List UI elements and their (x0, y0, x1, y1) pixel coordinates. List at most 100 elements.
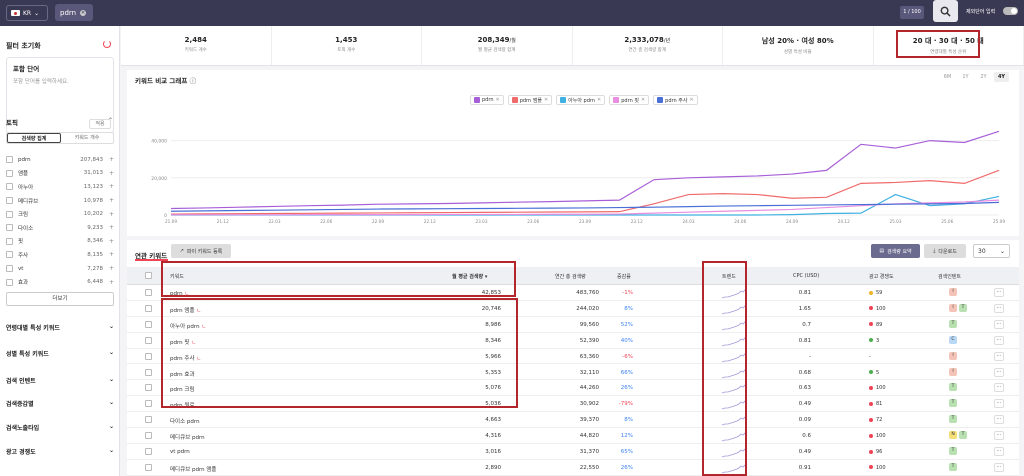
apply-button[interactable]: 적용 (89, 119, 111, 129)
table-row[interactable]: 다이소 pdrn 4,663 39,370 8% 0.09 72 T ⋯ (127, 412, 1019, 429)
close-icon[interactable]: ✕ (495, 97, 500, 103)
plus-icon[interactable]: + (108, 169, 114, 177)
summary-button[interactable]: ▤ 검색량 요약 (871, 244, 920, 258)
legend-item[interactable]: pdrn ✕ (470, 95, 504, 105)
include-input[interactable]: 포함 단어를 입력하세요. (13, 79, 69, 85)
more-options-button[interactable]: ⋯ (994, 288, 1004, 297)
close-icon[interactable]: ✕ (80, 9, 87, 16)
header-monthly[interactable]: 월 평균 검색량 ▾ (452, 274, 488, 280)
more-options-button[interactable]: ⋯ (994, 335, 1004, 345)
reset-icon[interactable] (103, 40, 111, 48)
topic-item[interactable]: vt 7,278 + (6, 262, 114, 276)
filter-reset-title[interactable]: 필터 초기화 (6, 42, 41, 50)
plus-icon[interactable]: + (108, 210, 114, 218)
keyword-cell[interactable]: vt pdrn (170, 449, 190, 455)
keyword-cell[interactable]: pdrn 효과 (170, 371, 195, 378)
accordion-section[interactable]: 검색증감별 ⌄ (6, 399, 114, 408)
topic-item[interactable]: 앰플 31,013 + (6, 167, 114, 181)
more-button[interactable]: 더보기 (6, 292, 114, 306)
accordion-section[interactable]: 성별 특성 키워드 ⌄ (6, 349, 114, 358)
plus-icon[interactable]: + (108, 183, 114, 191)
plus-icon[interactable]: + (108, 156, 114, 164)
select-all-checkbox[interactable] (145, 272, 152, 279)
keyword-cell[interactable]: pdrn ㄴ (170, 291, 190, 297)
topic-checkbox[interactable] (6, 156, 13, 164)
close-icon[interactable]: ✕ (597, 97, 602, 103)
table-row[interactable]: pdrn ㄴ 42,853 483,760 -1% 0.81 59 I ⋯ (127, 285, 1019, 301)
plus-icon[interactable]: + (108, 278, 114, 286)
topic-item[interactable]: 메디큐브 10,978 + (6, 194, 114, 208)
legend-item[interactable]: pdrn 앰플 ✕ (507, 95, 553, 105)
range-1y[interactable]: 1Y (962, 74, 969, 80)
header-yearly[interactable]: 연간 총 검색량 (555, 274, 586, 280)
more-options-button[interactable]: ⋯ (994, 399, 1004, 409)
table-row[interactable]: 아누아 pdrn ㄴ 8,986 99,560 52% 0.7 89 T ⋯ (127, 317, 1019, 333)
legend-item[interactable]: pdrn 핏 ✕ (609, 95, 650, 105)
table-row[interactable]: pdrn 주사 ㄴ 5,966 63,360 -6% - - I ⋯ (127, 349, 1019, 365)
range-2y[interactable]: 2Y (980, 74, 987, 80)
chevron-up-icon[interactable]: ⌃ (108, 117, 114, 124)
topic-checkbox[interactable] (6, 210, 13, 218)
keyword-cell[interactable]: pdrn 앰플 ㄴ (170, 307, 202, 314)
row-checkbox[interactable] (145, 384, 152, 392)
query-chip[interactable]: pdrn ✕ (55, 4, 93, 21)
more-options-button[interactable]: ⋯ (994, 303, 1004, 313)
legend-item[interactable]: 아누아 pdrn ✕ (556, 95, 606, 105)
close-icon[interactable]: ✕ (640, 97, 646, 103)
table-row[interactable]: pdrn 앰플 ㄴ 20,746 244,020 8% 1.65 100 I T ⋯ (127, 301, 1019, 317)
plus-icon[interactable]: + (108, 251, 114, 259)
accordion-section[interactable]: 검색노출타입 ⌄ (6, 423, 114, 432)
table-row[interactable]: 메디큐브 pdrn 4,316 44,820 12% 0.6 100 N T ⋯ (127, 428, 1019, 444)
topic-item[interactable]: 주사 8,135 + (6, 248, 114, 262)
close-icon[interactable]: ✕ (689, 97, 694, 103)
plus-icon[interactable]: + (108, 265, 114, 273)
more-options-button[interactable]: ⋯ (994, 447, 1004, 456)
accordion-section[interactable]: 광고 경쟁도 ⌄ (6, 447, 114, 456)
topic-checkbox[interactable] (6, 169, 13, 177)
table-row[interactable]: vt pdrn 3,016 31,370 65% 0.49 96 T ⋯ (127, 444, 1019, 460)
topic-checkbox[interactable] (6, 251, 13, 259)
row-checkbox[interactable] (145, 416, 152, 424)
topic-item[interactable]: pdrn 207,843 + (6, 153, 114, 167)
keyword-cell[interactable]: 메디큐브 pdrn (170, 435, 205, 442)
table-row[interactable]: pdrn 크림 5,076 44,260 26% 0.63 100 T ⋯ (127, 380, 1019, 397)
topic-item[interactable]: 크림 10,202 + (6, 207, 114, 221)
topic-checkbox[interactable] (6, 224, 13, 232)
close-icon[interactable]: ✕ (543, 97, 549, 103)
keyword-cell[interactable]: pdrn 크림 (170, 387, 195, 394)
keyword-cell[interactable]: 메디큐브 pdrn 앰플 (170, 466, 217, 473)
more-options-button[interactable]: ⋯ (994, 319, 1004, 329)
header-change[interactable]: 증감률 (617, 274, 631, 280)
row-checkbox[interactable] (145, 320, 152, 328)
topic-item[interactable]: 다이소 9,233 + (6, 221, 114, 235)
topic-checkbox[interactable] (6, 183, 13, 191)
more-options-button[interactable]: ⋯ (994, 367, 1004, 377)
topic-checkbox[interactable] (6, 197, 13, 205)
range-6m[interactable]: 6M (943, 74, 952, 80)
row-checkbox[interactable] (145, 400, 152, 408)
search-button[interactable] (933, 0, 958, 22)
table-row[interactable]: 메디큐브 pdrn 앰플 2,890 22,550 26% 0.91 100 T ⋯ (127, 460, 1019, 476)
row-checkbox[interactable] (145, 463, 152, 471)
country-select[interactable]: KR ⌄ (6, 5, 48, 21)
download-button[interactable]: ⤓ 다운로드 (924, 244, 966, 258)
more-options-button[interactable]: ⋯ (994, 415, 1004, 425)
accordion-section[interactable]: 검색 인텐트 ⌄ (6, 376, 114, 385)
topic-item[interactable]: 아누아 13,123 + (6, 180, 114, 194)
table-row[interactable]: pdrn 효과 5,353 32,110 66% 0.68 5 I ⋯ (127, 365, 1019, 381)
legend-item[interactable]: pdrn 주사 ✕ (653, 95, 698, 105)
tab-keyword-count[interactable]: 키워드 개수 (74, 135, 100, 141)
header-cpc[interactable]: CPC (USD) (793, 273, 820, 279)
register-keyword-button[interactable]: ↗ 파이 키워드 등록 (171, 244, 231, 258)
accordion-section[interactable]: 연령대별 특성 키워드 ⌄ (6, 323, 114, 332)
more-options-button[interactable]: ⋯ (994, 462, 1004, 472)
topic-checkbox[interactable] (6, 237, 13, 245)
row-checkbox[interactable] (145, 368, 152, 376)
topic-item[interactable]: 효과 6,448 + (6, 275, 114, 289)
plus-icon[interactable]: + (108, 224, 114, 232)
header-ad[interactable]: 광고 경쟁도 (869, 274, 894, 280)
keyword-cell[interactable]: 다이소 pdrn (170, 419, 200, 426)
topic-checkbox[interactable] (6, 278, 13, 286)
plus-icon[interactable]: + (108, 197, 114, 205)
